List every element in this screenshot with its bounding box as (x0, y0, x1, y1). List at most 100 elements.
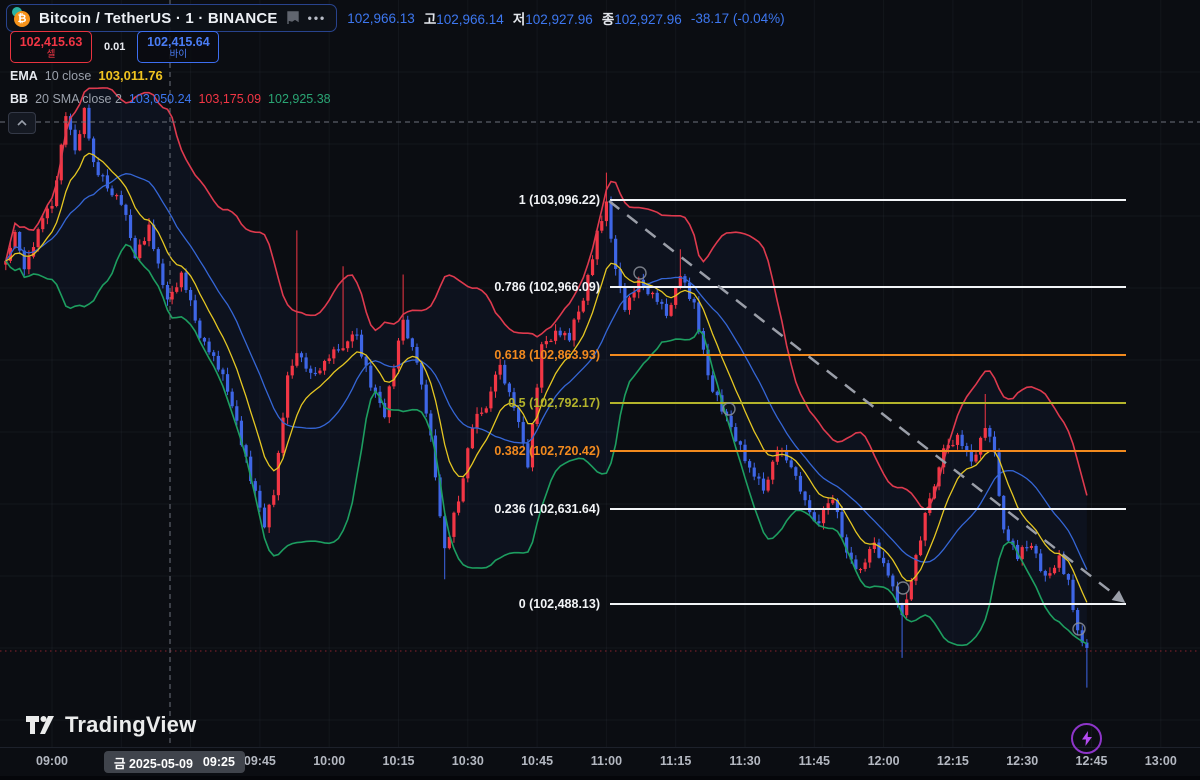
flag-icon[interactable] (286, 11, 300, 25)
candle-body (706, 349, 710, 376)
candle-body (544, 341, 548, 345)
candle-body (1039, 553, 1043, 572)
anchor-marker (1072, 622, 1086, 636)
time-tick-label: 10:15 (382, 754, 415, 768)
candle-body (249, 456, 253, 482)
anchor-marker (896, 581, 910, 595)
candle-body (452, 512, 456, 537)
more-options-icon[interactable]: ••• (307, 11, 327, 25)
ema-legend[interactable]: EMA 10 close 103,011.76 (10, 68, 163, 83)
candle-body (789, 460, 793, 468)
candle-body (387, 386, 391, 418)
candle-body (1071, 579, 1075, 610)
candle-body (969, 450, 973, 462)
candle-body (558, 330, 562, 336)
candle-body (355, 334, 359, 336)
candle-body (313, 372, 317, 375)
candle-body (138, 244, 142, 259)
candle-body (161, 263, 165, 285)
bb-legend[interactable]: BB 20 SMA close 2 103,050.24 103,175.09 … (10, 92, 331, 106)
candle-body (429, 413, 433, 436)
trendline (608, 200, 1120, 599)
candle-body (87, 107, 91, 139)
candle-body (701, 331, 706, 350)
candle-body (651, 292, 655, 295)
ohlc-high: 102,966.14 (436, 12, 504, 27)
fib-label: 0.618 (102,863.93) (494, 348, 600, 362)
candle-body (327, 358, 331, 362)
candle-body (1076, 609, 1080, 631)
candle-body (253, 481, 257, 491)
candle-body (55, 180, 59, 207)
candle-body (923, 512, 927, 541)
ema-line (5, 152, 1088, 603)
symbol-title[interactable]: Bitcoin / TetherUS · 1 · BINANCE (39, 9, 278, 27)
candle-body (530, 423, 535, 468)
collapse-indicators-button[interactable] (8, 112, 36, 134)
price-chart[interactable]: 1 (103,096.22) 0.786 (102,966.09) 0.618 (1… (0, 0, 1200, 747)
candle-body (794, 467, 798, 476)
candle-body (244, 445, 248, 457)
candle-body (609, 201, 613, 239)
candle-body (586, 275, 590, 301)
lightning-button[interactable] (1071, 723, 1102, 754)
time-axis[interactable]: 09:00 09:45 10:00 10:15 10:30 10:45 11:00 11:15… (0, 747, 1200, 776)
chart-header: ₿ Bitcoin / TetherUS · 1 · BINANCE ••• 1… (6, 4, 785, 32)
candle-body (914, 555, 918, 581)
candle-body (512, 392, 516, 408)
candle-body (664, 303, 669, 316)
time-tick-label: 09:00 (36, 754, 68, 768)
candle-body (346, 341, 350, 349)
buy-button[interactable]: 102,415.64 바이 (137, 31, 220, 63)
candle-body (225, 374, 230, 392)
candle-body (396, 340, 401, 369)
time-tick-label: 13:00 (1144, 754, 1177, 768)
candle-body (992, 436, 997, 453)
candle-body (803, 491, 807, 501)
candle-body (18, 231, 22, 251)
bottom-strip (0, 776, 1200, 780)
candle-body (295, 353, 299, 366)
candle-body (646, 285, 650, 295)
candle-body (951, 444, 955, 447)
candle-body (637, 279, 641, 293)
time-tick-label: 11:45 (798, 754, 830, 768)
candle-body (854, 559, 858, 570)
time-tick-label: 12:30 (1006, 754, 1039, 768)
candle-body (304, 357, 308, 369)
candle-body (276, 452, 280, 496)
candle-body (540, 344, 544, 388)
candle-body (78, 134, 82, 151)
candle-body (179, 272, 183, 288)
candle-body (678, 276, 682, 288)
candle-body (1006, 529, 1010, 541)
candle-body (798, 475, 803, 492)
candle-body (748, 461, 752, 468)
candle-body (1066, 574, 1070, 580)
candle-body (821, 509, 826, 524)
candle-body (489, 391, 493, 409)
candle-body (392, 368, 396, 387)
candle-body (456, 501, 461, 513)
candle-body (424, 384, 428, 414)
tradingview-logo[interactable]: TradingView (26, 712, 196, 738)
candle-body (595, 230, 599, 260)
candle-body (858, 568, 863, 571)
candle-body (743, 444, 747, 462)
candle-body (734, 427, 738, 442)
candle-body (152, 224, 156, 250)
candle-body (147, 224, 151, 242)
bb-lower-line (5, 243, 1088, 647)
symbol-box[interactable]: ₿ Bitcoin / TetherUS · 1 · BINANCE ••• (6, 4, 338, 32)
candle-body (91, 138, 96, 163)
candle-body (974, 454, 978, 462)
candle-body (410, 338, 414, 347)
sell-button[interactable]: 102,415.63 셀 (10, 31, 92, 63)
candle-body (729, 415, 733, 428)
candle-body (826, 503, 830, 510)
candle-body (119, 195, 123, 205)
candle-body (281, 417, 285, 453)
time-tick-label: 12:00 (867, 754, 900, 768)
candle-body (359, 334, 364, 357)
